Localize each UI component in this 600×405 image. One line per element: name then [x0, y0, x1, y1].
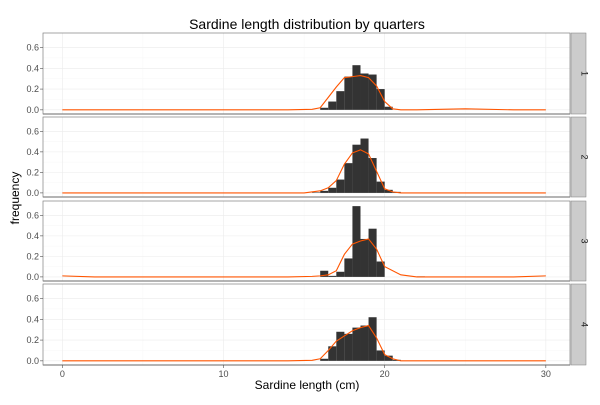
histogram-bar	[320, 358, 329, 361]
panel-background	[43, 201, 570, 281]
y-tick-label: 0.0	[26, 105, 39, 115]
density-curve	[62, 238, 546, 278]
panel-background	[43, 33, 570, 114]
histogram-bar	[320, 270, 329, 277]
histogram-bar	[320, 190, 329, 193]
x-tick-label: 10	[218, 369, 228, 379]
histogram-bar	[344, 76, 353, 110]
panels-layer: 0.00.20.40.610.00.20.40.620.00.20.40.630…	[26, 32, 590, 379]
y-axis-title: frequency	[8, 172, 22, 225]
histogram-bar	[368, 74, 377, 110]
histogram-bar	[368, 228, 377, 277]
histogram-bar	[360, 73, 369, 110]
panel-background	[43, 284, 570, 365]
panel-border	[42, 32, 571, 115]
facet-strip	[570, 32, 587, 115]
x-tick-label: 30	[541, 369, 551, 379]
histogram-bar	[360, 325, 369, 361]
density-curve	[62, 149, 546, 194]
histogram-bar	[336, 91, 345, 110]
y-tick-label: 0.4	[26, 147, 39, 157]
x-axis: 0 10 20 30	[60, 365, 551, 379]
y-tick-label: 0.2	[26, 251, 39, 261]
y-tick-label: 0.4	[26, 314, 39, 324]
histogram-bar	[352, 327, 361, 361]
histogram-bar	[376, 350, 385, 361]
histogram-bar	[336, 271, 345, 277]
histogram-bar	[376, 261, 385, 277]
facet-strip	[570, 283, 587, 366]
y-tick-label: 0.2	[26, 167, 39, 177]
y-tick-label: 0.2	[26, 335, 39, 345]
histogram-bar	[328, 187, 337, 193]
histogram-bar	[320, 107, 329, 110]
facet-panel-2: 0.0 0.2 0.4 0.6 2	[26, 116, 590, 198]
histogram-bar	[384, 355, 393, 361]
y-tick-label: 0.2	[26, 84, 39, 94]
histogram-bar	[376, 181, 385, 193]
histogram-bar	[312, 192, 321, 193]
facet-strip	[570, 200, 587, 282]
y-tick-label: 0.0	[26, 188, 39, 198]
histogram-bar	[336, 179, 345, 193]
facet-strip-label: 3	[580, 238, 590, 243]
histogram-bar	[352, 144, 361, 193]
y-tick-label: 0.6	[26, 294, 39, 304]
x-tick-label: 20	[380, 369, 390, 379]
histogram-bar	[368, 317, 377, 361]
histogram-bar	[384, 189, 393, 193]
density-curve	[62, 75, 546, 111]
histogram-bar	[368, 158, 377, 193]
histogram-bar	[352, 206, 361, 277]
histogram-bar	[360, 138, 369, 193]
facet-strip-label: 4	[580, 322, 590, 327]
facet-panel-1: 0.0 0.2 0.4 0.6 1	[26, 32, 590, 115]
y-tick-label: 0.6	[26, 126, 39, 136]
x-tick-label: 0	[60, 369, 65, 379]
histogram-bar	[328, 101, 337, 110]
y-tick-label: 0.6	[26, 43, 39, 53]
panel-background	[43, 117, 570, 197]
histogram-bar	[328, 275, 337, 277]
facet-panel-3: 0.0 0.2 0.4 0.6 3	[26, 200, 590, 282]
y-tick-label: 0.0	[26, 272, 39, 282]
panel-border	[42, 116, 571, 198]
facet-strip-label: 2	[580, 154, 590, 159]
density-curve	[62, 324, 546, 362]
chart-title: Sardine length distribution by quarters	[189, 16, 425, 32]
y-tick-label: 0.4	[26, 231, 39, 241]
histogram-bar	[336, 331, 345, 361]
y-tick-label: 0.4	[26, 63, 39, 73]
y-tick-label: 0.6	[26, 210, 39, 220]
histogram-bar	[344, 258, 353, 277]
histogram-bar	[344, 163, 353, 193]
x-axis-title: Sardine length (cm)	[255, 378, 360, 392]
panel-border	[42, 200, 571, 282]
histogram-bar	[360, 238, 369, 277]
histogram-bar	[352, 65, 361, 110]
facet-panel-4: 0.0 0.2 0.4 0.6 4	[26, 283, 590, 366]
facet-strip	[570, 116, 587, 198]
histogram-bar	[344, 333, 353, 361]
histogram-bar	[328, 346, 337, 361]
y-tick-label: 0.0	[26, 356, 39, 366]
histogram-bar	[384, 106, 393, 110]
facet-strip-label: 1	[580, 71, 590, 76]
panel-border	[42, 283, 571, 366]
histogram-bar	[376, 89, 385, 110]
